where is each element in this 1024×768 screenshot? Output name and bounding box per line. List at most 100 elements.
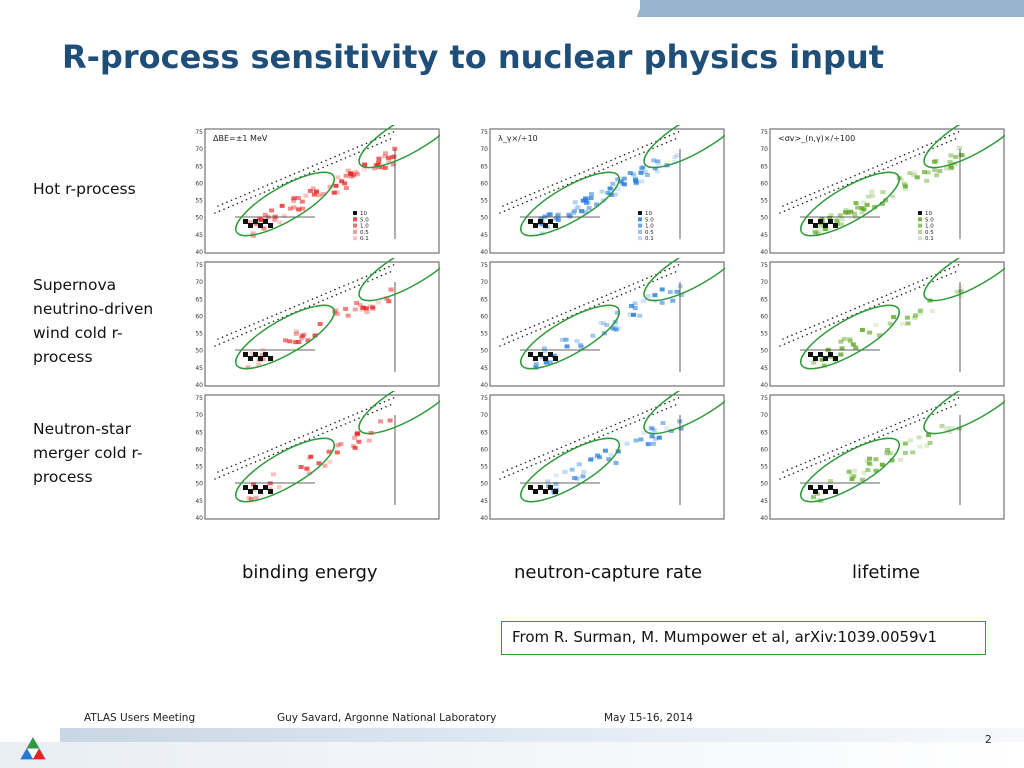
y-tick-label: 60 bbox=[195, 180, 203, 187]
panel-label: ΔBE=±1 MeV bbox=[213, 134, 268, 143]
y-tick-label: 75 bbox=[480, 395, 488, 402]
y-tick-label: 70 bbox=[195, 146, 203, 153]
y-tick-label: 40 bbox=[760, 382, 768, 388]
y-tick-label: 75 bbox=[760, 395, 768, 402]
y-tick-label: 50 bbox=[195, 215, 203, 222]
y-tick-label: 55 bbox=[480, 331, 488, 338]
panel-label: λ_γ×/÷10 bbox=[498, 134, 538, 143]
y-tick-label: 50 bbox=[480, 348, 488, 355]
y-tick-label: 50 bbox=[195, 481, 203, 488]
y-tick-label: 70 bbox=[760, 146, 768, 153]
footer-band-lower bbox=[0, 742, 1024, 768]
y-tick-label: 45 bbox=[195, 498, 203, 505]
y-tick-label: 60 bbox=[195, 313, 203, 320]
y-tick-label: 65 bbox=[760, 296, 768, 303]
row-label-wind: Supernova neutrino-driven wind cold r-pr… bbox=[33, 276, 154, 366]
legend-value: 5.0 bbox=[360, 217, 369, 223]
y-tick-label: 45 bbox=[480, 232, 488, 239]
y-tick-label: 65 bbox=[480, 163, 488, 170]
legend-value: 1.0 bbox=[645, 224, 654, 230]
y-tick-label: 70 bbox=[760, 279, 768, 286]
y-tick-label: 45 bbox=[760, 365, 768, 372]
legend-value: 0.1 bbox=[360, 236, 369, 242]
heatmap-panel: 40 45 50 55 60 65 70 75 ΔBE=±1 MeV 105.01.00.50.1 bbox=[195, 125, 440, 255]
y-tick-label: 55 bbox=[195, 198, 203, 205]
y-tick-label: 50 bbox=[480, 481, 488, 488]
y-tick-label: 70 bbox=[195, 279, 203, 286]
y-tick-label: 65 bbox=[195, 163, 203, 170]
y-tick-label: 55 bbox=[195, 331, 203, 338]
y-tick-label: 75 bbox=[760, 262, 768, 269]
y-tick-label: 45 bbox=[480, 498, 488, 505]
legend-value: 0.5 bbox=[925, 230, 934, 236]
column-label-neutron-capture: neutron-capture rate bbox=[514, 562, 703, 583]
y-tick-label: 50 bbox=[480, 215, 488, 222]
footer-date: May 15-16, 2014 bbox=[604, 712, 693, 724]
y-tick-label: 45 bbox=[195, 365, 203, 372]
y-tick-label: 60 bbox=[480, 180, 488, 187]
heatmap-panel: 40 45 50 55 60 65 70 75 <σv>_(n,γ)×/÷100 105.01.0… bbox=[760, 125, 1005, 255]
legend-value: 10 bbox=[925, 211, 932, 217]
y-tick-label: 55 bbox=[195, 464, 203, 471]
heatmap-panel: 4045505560657075708090100110120130 bbox=[480, 391, 725, 521]
legend-value: 5.0 bbox=[645, 217, 654, 223]
y-tick-label: 70 bbox=[195, 412, 203, 419]
y-tick-label: 65 bbox=[480, 296, 488, 303]
y-tick-label: 55 bbox=[480, 464, 488, 471]
legend-value: 10 bbox=[645, 211, 652, 217]
y-tick-label: 75 bbox=[480, 129, 488, 136]
y-tick-label: 40 bbox=[760, 515, 768, 521]
y-tick-label: 75 bbox=[195, 395, 203, 402]
slide-title: R-process sensitivity to nuclear physics… bbox=[62, 38, 885, 76]
legend-value: 0.5 bbox=[360, 230, 369, 236]
y-tick-label: 65 bbox=[760, 429, 768, 436]
heatmap-panel: 40 45 50 55 60 65 70 75 bbox=[480, 258, 725, 388]
y-tick-label: 55 bbox=[480, 198, 488, 205]
y-tick-label: 65 bbox=[760, 163, 768, 170]
y-tick-label: 40 bbox=[480, 515, 488, 521]
y-tick-label: 50 bbox=[195, 348, 203, 355]
legend-value: 10 bbox=[360, 211, 367, 217]
heatmap-panel: 40 45 50 55 60 65 70 75 λ_γ×/÷10 105.01.00.50.1 bbox=[480, 125, 725, 255]
y-tick-label: 60 bbox=[480, 446, 488, 453]
legend-value: 5.0 bbox=[925, 217, 934, 223]
y-tick-label: 70 bbox=[760, 412, 768, 419]
argonne-logo-icon bbox=[20, 737, 46, 760]
y-tick-label: 60 bbox=[195, 446, 203, 453]
y-tick-label: 60 bbox=[760, 180, 768, 187]
legend-value: 0.5 bbox=[645, 230, 654, 236]
footer-author: Guy Savard, Argonne National Laboratory bbox=[277, 712, 497, 724]
y-tick-label: 65 bbox=[480, 429, 488, 436]
heatmap-panel: 40 45 50 55 60 65 70 75 bbox=[760, 258, 1005, 388]
y-tick-label: 60 bbox=[760, 313, 768, 320]
y-tick-label: 60 bbox=[480, 313, 488, 320]
heatmap-panel: 4045505560657075708090100110120130 bbox=[195, 391, 440, 521]
y-tick-label: 55 bbox=[760, 198, 768, 205]
sensitivity-plot-grid: 40 45 50 55 60 65 70 75 ΔBE=±1 MeV 10 5.0 1.0 0.5 0.1… bbox=[185, 125, 1024, 550]
y-tick-label: 40 bbox=[195, 382, 203, 388]
y-tick-label: 50 bbox=[760, 215, 768, 222]
y-tick-label: 45 bbox=[195, 232, 203, 239]
citation-box: From R. Surman, M. Mumpower et al, arXiv… bbox=[501, 621, 986, 655]
footer-event: ATLAS Users Meeting bbox=[84, 712, 196, 724]
y-tick-label: 60 bbox=[760, 446, 768, 453]
heatmap-panel: 40 45 50 55 60 65 70 75 bbox=[195, 258, 440, 388]
y-tick-label: 55 bbox=[760, 331, 768, 338]
y-tick-label: 40 bbox=[195, 515, 203, 521]
y-tick-label: 40 bbox=[760, 249, 768, 255]
y-tick-label: 45 bbox=[760, 498, 768, 505]
legend-value: 1.0 bbox=[360, 224, 369, 230]
row-label-merger: Neutron-star merger cold r-process bbox=[33, 420, 143, 486]
y-tick-label: 75 bbox=[760, 129, 768, 136]
y-tick-label: 45 bbox=[760, 232, 768, 239]
legend-value: 0.1 bbox=[925, 236, 934, 242]
y-tick-label: 65 bbox=[195, 429, 203, 436]
legend-value: 0.1 bbox=[645, 236, 654, 242]
legend-value: 1.0 bbox=[925, 224, 934, 230]
y-tick-label: 75 bbox=[480, 262, 488, 269]
heatmap-panel: 4045505560657075708090100110120130 bbox=[760, 391, 1005, 521]
column-label-lifetime: lifetime bbox=[852, 562, 921, 583]
y-tick-label: 75 bbox=[195, 129, 203, 136]
y-tick-label: 70 bbox=[480, 279, 488, 286]
page-number: 2 bbox=[985, 734, 992, 746]
